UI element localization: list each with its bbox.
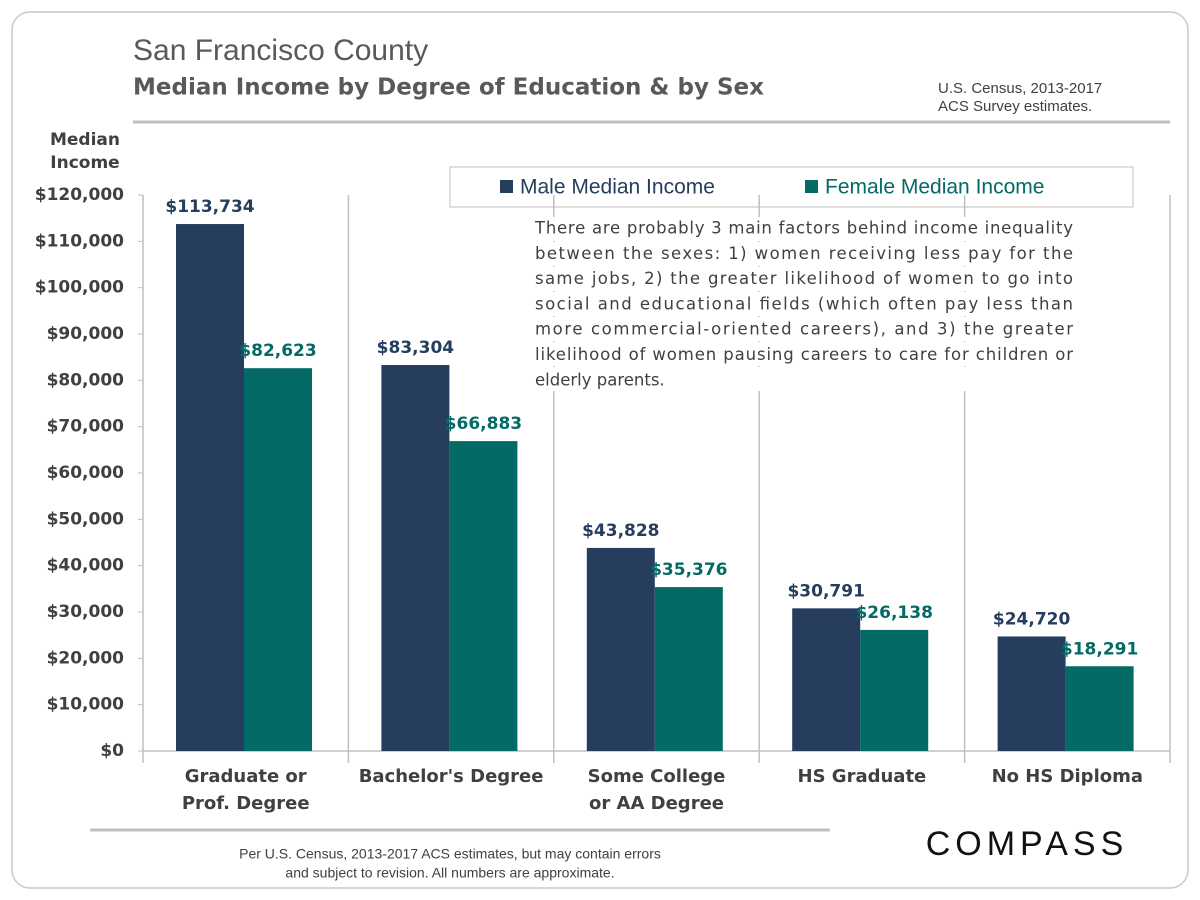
bar [997, 636, 1066, 751]
value-label: $113,734 [165, 197, 254, 217]
bar [654, 587, 723, 751]
y-tick-label: $0 [100, 741, 124, 761]
legend-label: Male Median Income [520, 176, 715, 199]
x-tick-label: or AA Degree [589, 793, 724, 814]
annotation: elderly parents. [535, 370, 665, 389]
legend-swatch [805, 180, 818, 193]
annotation: between the sexes: 1) women receiving le… [535, 244, 1073, 263]
y-tick-label: $20,000 [47, 648, 125, 668]
y-axis-label: Income [50, 153, 119, 173]
y-tick-label: $110,000 [35, 231, 124, 251]
value-label: $43,828 [582, 521, 659, 541]
annotation: There are probably 3 main factors behind… [534, 219, 1073, 238]
bar [586, 547, 655, 751]
value-label: $18,291 [1061, 639, 1138, 659]
bar [176, 224, 244, 751]
value-label: $83,304 [377, 338, 455, 358]
x-tick-label: No HS Diploma [992, 766, 1143, 787]
annotation: likelihood of women pausing careers to c… [535, 345, 1073, 364]
bar [244, 368, 312, 751]
y-tick-label: $10,000 [47, 695, 125, 715]
annotation: social and educational fields (which oft… [535, 294, 1073, 313]
annotation-bg [528, 242, 1078, 266]
legend-box [449, 166, 1134, 208]
value-label: $26,138 [855, 603, 932, 623]
y-tick-label: $40,000 [47, 556, 125, 576]
x-tick-label: Some College [588, 766, 726, 787]
x-tick-label: Bachelor's Degree [359, 766, 544, 787]
annotation-bg [528, 292, 1078, 316]
x-tick-label: Prof. Degree [182, 793, 310, 814]
y-tick-label: $50,000 [47, 509, 125, 529]
x-tick-label: Graduate or [185, 766, 307, 787]
y-tick-label: $80,000 [47, 370, 125, 390]
y-tick-label: $120,000 [35, 185, 124, 205]
y-tick-label: $90,000 [47, 324, 125, 344]
annotation: more commercial-oriented careers), and 3… [535, 320, 1073, 339]
footnote: and subject to revision. All numbers are… [285, 865, 614, 881]
value-label: $66,883 [445, 414, 522, 434]
legend-label: Female Median Income [825, 176, 1044, 199]
y-axis-label: Median [50, 130, 120, 150]
logo: COMPASS [926, 825, 1129, 863]
annotation-bg [528, 317, 1078, 341]
annotation: same jobs, 2) the greater likelihood of … [535, 269, 1073, 288]
footnote: Per U.S. Census, 2013-2017 ACS estimates… [239, 846, 661, 862]
source: U.S. Census, 2013-2017 [938, 80, 1102, 97]
bar [1065, 666, 1134, 751]
bar [860, 629, 929, 751]
chart-title: San Francisco County [133, 34, 428, 67]
bar [381, 365, 450, 751]
annotation-bg [528, 342, 1078, 366]
annotation-bg [528, 217, 1078, 241]
y-tick-label: $30,000 [47, 602, 125, 622]
value-label: $24,720 [993, 609, 1071, 629]
source: ACS Survey estimates. [938, 98, 1092, 115]
legend-swatch [500, 180, 513, 193]
chart-subtitle: Median Income by Degree of Education & b… [133, 75, 764, 101]
value-label: $82,623 [239, 341, 316, 361]
x-tick-label: HS Graduate [798, 766, 927, 787]
y-tick-label: $70,000 [47, 417, 125, 437]
y-tick-label: $100,000 [35, 278, 124, 298]
y-tick-label: $60,000 [47, 463, 125, 483]
annotation-bg [528, 367, 1078, 391]
value-label: $30,791 [787, 581, 864, 601]
bar [792, 608, 861, 751]
annotation-bg [528, 267, 1078, 291]
bar [449, 441, 518, 751]
value-label: $35,376 [650, 560, 727, 580]
